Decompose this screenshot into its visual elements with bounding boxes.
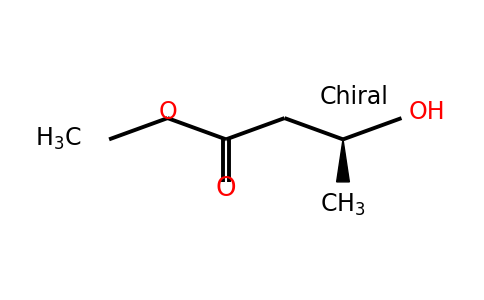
Text: Chiral: Chiral (319, 85, 388, 109)
Text: O: O (158, 100, 177, 124)
Text: O: O (216, 176, 236, 202)
Text: $\mathregular{CH_3}$: $\mathregular{CH_3}$ (320, 192, 366, 218)
Text: OH: OH (409, 100, 446, 124)
Polygon shape (337, 140, 349, 182)
Text: $\mathregular{H_3C}$: $\mathregular{H_3C}$ (35, 126, 81, 152)
